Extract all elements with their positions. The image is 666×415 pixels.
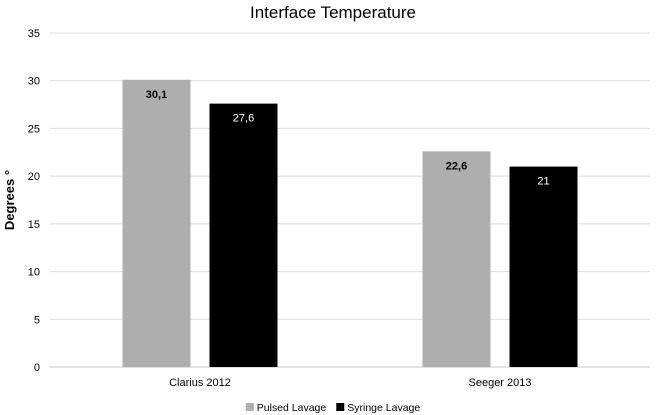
data-label: 27,6: [233, 113, 254, 125]
data-label: 30,1: [146, 89, 167, 101]
bar-syringe-lavage: [509, 166, 578, 367]
data-labels: 30,1 27,6 22,6 21: [146, 89, 550, 188]
data-label: 21: [537, 176, 549, 188]
bars: [122, 79, 578, 368]
y-tick-label: 25: [28, 123, 40, 135]
x-tick-label: Seeger 2013: [469, 377, 532, 389]
legend: Pulsed Lavage Syringe Lavage: [245, 402, 420, 414]
y-tick-label: 35: [28, 28, 40, 40]
legend-swatch: [245, 403, 254, 411]
bar-pulsed-lavage: [422, 151, 491, 367]
y-tick-label: 15: [28, 219, 40, 231]
bar-syringe-lavage: [209, 103, 278, 368]
bar-pulsed-lavage: [122, 79, 191, 367]
legend-label: Pulsed Lavage: [257, 402, 327, 414]
y-tick-label: 5: [34, 314, 40, 326]
data-label: 22,6: [446, 160, 467, 172]
x-tick-label: Clarius 2012: [169, 377, 231, 389]
y-tick-label: 30: [28, 76, 40, 88]
x-axis-ticks: Clarius 2012 Seeger 2013: [169, 377, 531, 389]
legend-label: Syringe Lavage: [347, 402, 420, 414]
y-tick-label: 20: [28, 171, 40, 183]
y-tick-label: 0: [34, 362, 40, 374]
y-axis-ticks: 0 5 10 15 20 25 30 35: [28, 28, 40, 374]
y-tick-label: 10: [28, 267, 40, 279]
legend-swatch: [336, 403, 345, 411]
y-axis-label: Degrees °: [2, 170, 17, 230]
chart-title: Interface Temperature: [250, 3, 416, 22]
